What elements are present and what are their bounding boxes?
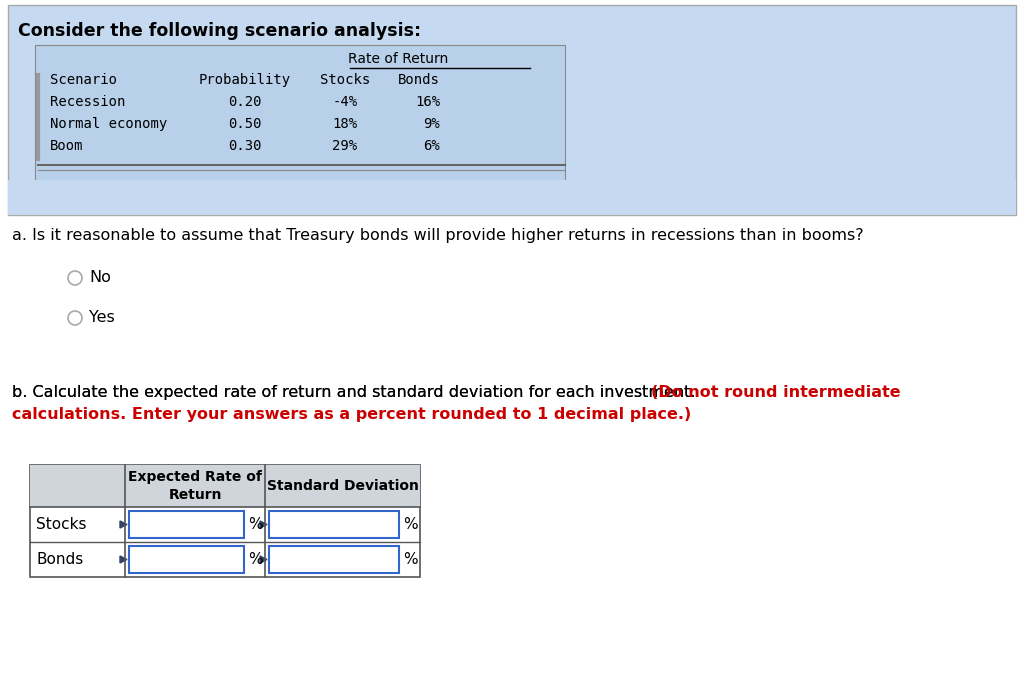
Text: Boom: Boom bbox=[50, 139, 84, 153]
Bar bbox=[129, 511, 244, 538]
Bar bbox=[8, 5, 1016, 215]
Polygon shape bbox=[260, 556, 267, 563]
Text: %: % bbox=[403, 552, 418, 567]
Text: 29%: 29% bbox=[333, 139, 357, 153]
Text: Rate of Return: Rate of Return bbox=[348, 52, 449, 66]
Bar bbox=[129, 546, 244, 573]
Text: %: % bbox=[403, 517, 418, 532]
Bar bbox=[269, 546, 399, 573]
Text: (Do not round intermediate: (Do not round intermediate bbox=[651, 385, 901, 400]
Polygon shape bbox=[260, 521, 267, 528]
Bar bbox=[30, 465, 420, 507]
Text: Standard Deviation: Standard Deviation bbox=[266, 479, 419, 493]
Text: 6%: 6% bbox=[423, 139, 440, 153]
Text: Bonds: Bonds bbox=[36, 552, 83, 567]
Text: Normal economy: Normal economy bbox=[50, 117, 167, 131]
Text: b. Calculate the expected rate of return and standard deviation for each investm: b. Calculate the expected rate of return… bbox=[12, 385, 700, 400]
Text: -4%: -4% bbox=[333, 95, 357, 109]
Text: 18%: 18% bbox=[333, 117, 357, 131]
Text: calculations. Enter your answers as a percent rounded to 1 decimal place.): calculations. Enter your answers as a pe… bbox=[12, 407, 691, 422]
Bar bbox=[269, 511, 399, 538]
Text: Yes: Yes bbox=[89, 310, 115, 326]
Polygon shape bbox=[120, 556, 127, 563]
Bar bbox=[35, 45, 565, 200]
Bar bbox=[8, 180, 1016, 215]
Text: Probability: Probability bbox=[199, 73, 291, 87]
Text: Expected Rate of
Return: Expected Rate of Return bbox=[128, 470, 262, 502]
Polygon shape bbox=[120, 521, 127, 528]
Text: Stocks: Stocks bbox=[319, 73, 370, 87]
Text: Scenario: Scenario bbox=[50, 73, 117, 87]
Text: 0.30: 0.30 bbox=[228, 139, 262, 153]
Text: %: % bbox=[248, 517, 262, 532]
Bar bbox=[30, 465, 420, 577]
Text: a. Is it reasonable to assume that Treasury bonds will provide higher returns in: a. Is it reasonable to assume that Treas… bbox=[12, 228, 863, 243]
Text: %: % bbox=[248, 552, 262, 567]
Text: No: No bbox=[89, 270, 111, 286]
Text: b. Calculate the expected rate of return and standard deviation for each investm: b. Calculate the expected rate of return… bbox=[12, 385, 700, 400]
Text: Stocks: Stocks bbox=[36, 517, 86, 532]
Text: 16%: 16% bbox=[415, 95, 440, 109]
Text: 0.50: 0.50 bbox=[228, 117, 262, 131]
Text: 9%: 9% bbox=[423, 117, 440, 131]
Text: Bonds: Bonds bbox=[398, 73, 440, 87]
Text: 0.20: 0.20 bbox=[228, 95, 262, 109]
Text: Consider the following scenario analysis:: Consider the following scenario analysis… bbox=[18, 22, 421, 40]
Text: Recession: Recession bbox=[50, 95, 125, 109]
